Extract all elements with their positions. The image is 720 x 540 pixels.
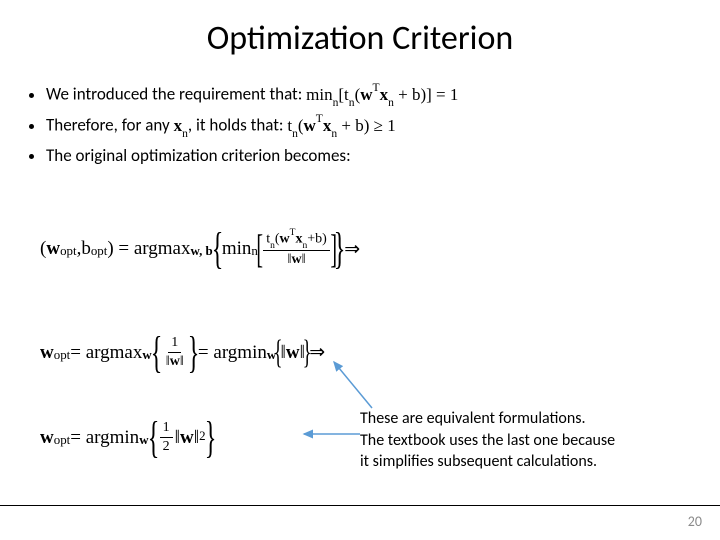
slide: Optimization Criterion We introduced the…	[0, 0, 720, 540]
bottom-rule	[0, 505, 720, 506]
note-line-2: The textbook uses the last one because	[360, 430, 615, 452]
note-text: These are equivalent formulations. The t…	[360, 408, 615, 473]
page-number: 20	[688, 513, 702, 530]
note-line-1: These are equivalent formulations.	[360, 408, 615, 430]
note-line-3: it simplifies subsequent calculations.	[360, 451, 615, 473]
